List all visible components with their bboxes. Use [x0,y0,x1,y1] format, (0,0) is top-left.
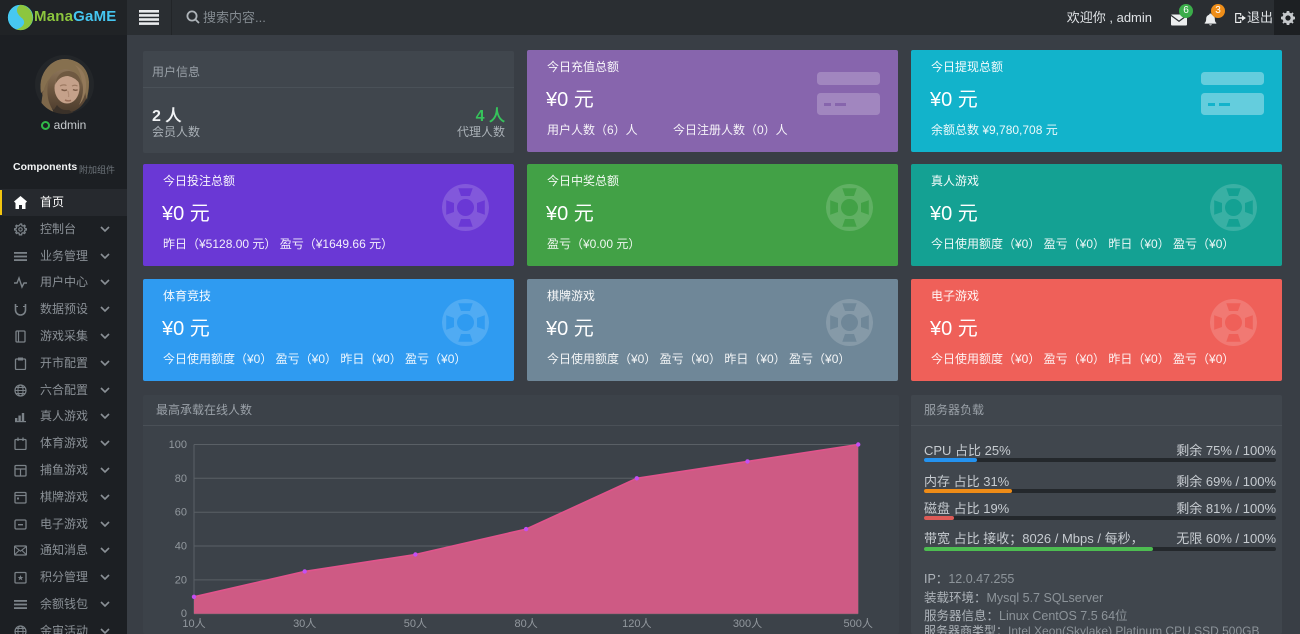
svg-text:80: 80 [175,473,187,485]
svg-text:300人: 300人 [733,617,762,630]
svg-text:20: 20 [175,574,187,586]
svg-text:10人: 10人 [182,617,205,630]
svg-text:120人: 120人 [622,617,651,630]
svg-text:40: 40 [175,541,187,553]
svg-text:50人: 50人 [404,617,427,630]
svg-text:0: 0 [181,608,187,620]
svg-text:500人: 500人 [844,617,873,630]
svg-text:30人: 30人 [293,617,316,630]
svg-text:60: 60 [175,507,187,519]
svg-text:100: 100 [169,439,187,451]
svg-text:80人: 80人 [514,617,537,630]
